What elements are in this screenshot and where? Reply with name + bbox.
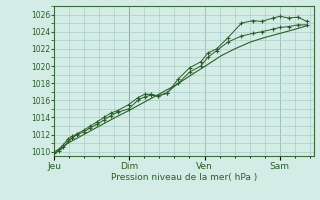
X-axis label: Pression niveau de la mer( hPa ): Pression niveau de la mer( hPa ) (111, 173, 257, 182)
